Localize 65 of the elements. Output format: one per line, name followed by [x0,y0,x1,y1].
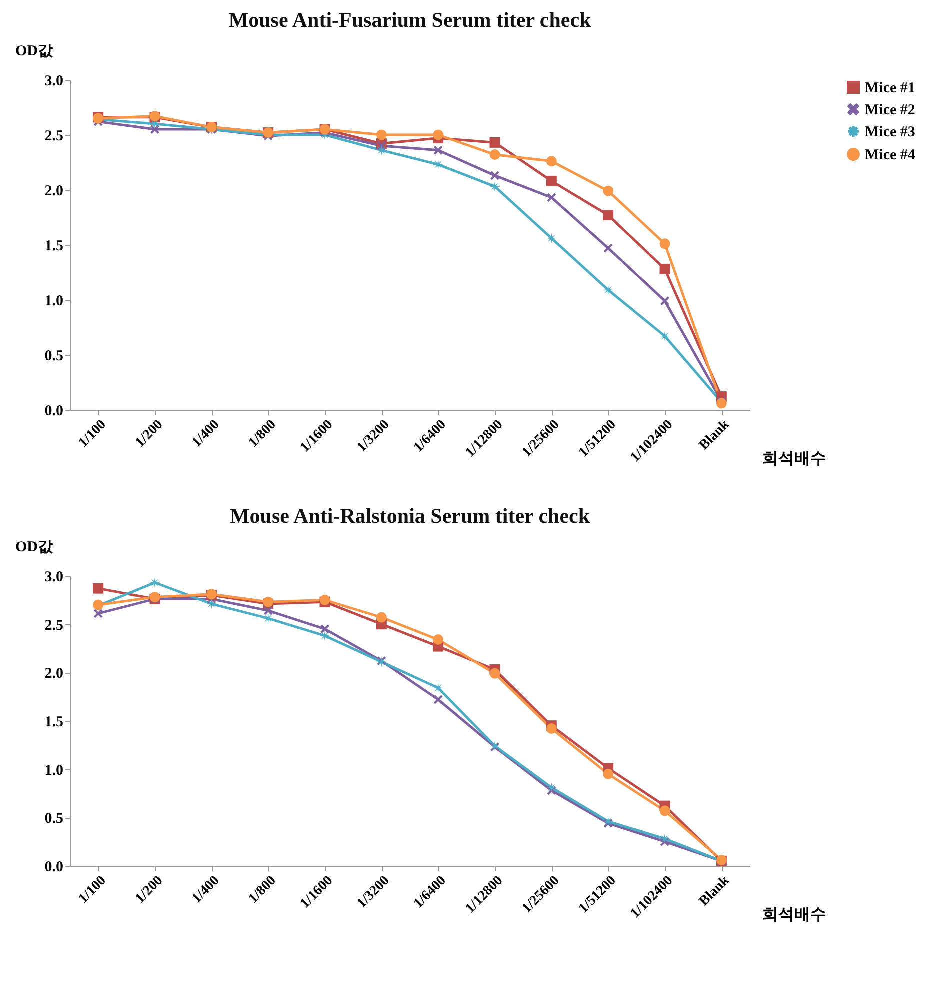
point [433,130,444,140]
legend-label: Mice #4 [865,148,916,164]
y-axis-title: OD값 [16,540,54,556]
y-axis-title: OD값 [16,44,54,60]
point [434,695,443,704]
point [94,609,103,618]
y-tick-label: 2.5 [44,128,64,144]
y-tick-label: 3.0 [44,570,64,586]
point [603,210,614,221]
point [603,768,614,780]
y-tick-label: 1.5 [44,238,64,254]
point [490,668,500,679]
point [320,624,330,634]
point [660,834,670,844]
y-tick-label: 2.5 [44,618,64,634]
chart-title: Mouse Anti-Fusarium Serum titer check [228,8,592,32]
point [376,145,387,156]
point [433,159,444,170]
point [546,233,557,244]
point [320,630,330,642]
point [433,682,444,694]
point [546,176,557,186]
chart-title: Mouse Anti-Ralstonia Serum titer check [230,504,590,528]
x-axis-title: 희석배수 [762,450,826,468]
point [603,284,614,296]
y-tick-label: 3.0 [44,74,64,90]
point [603,816,614,827]
y-tick-label: 0.0 [44,860,64,876]
point [490,137,500,148]
point [603,186,614,196]
point [206,598,217,610]
point [547,193,556,202]
point [546,156,557,167]
legend-label: Mice #3 [865,124,916,140]
point [150,118,160,130]
point [546,782,557,793]
legend-label: Mice #2 [865,102,916,118]
point [660,238,670,250]
y-tick-label: 0.0 [44,404,64,420]
point [150,578,160,588]
point [434,146,443,155]
y-tick-label: 1.5 [44,714,64,730]
point [263,613,274,624]
y-tick-label: 0.5 [44,811,64,828]
point [376,612,387,623]
point [93,583,104,594]
point [604,244,613,253]
point [376,130,387,140]
point [546,724,557,734]
y-tick-label: 1.0 [44,762,64,779]
legend-label: Mice #1 [865,80,916,96]
point [264,606,273,616]
y-tick-label: 0.5 [44,348,64,364]
point [433,634,444,646]
point [490,150,500,160]
x-axis-title: 희석배수 [762,906,826,924]
y-tick-label: 1.0 [44,294,64,310]
point [660,331,670,342]
point [660,296,670,306]
point [490,181,500,192]
y-tick-label: 2.0 [44,184,64,200]
point [660,806,670,816]
y-tick-label: 2.0 [44,666,64,682]
point [660,264,670,274]
point [490,171,500,180]
